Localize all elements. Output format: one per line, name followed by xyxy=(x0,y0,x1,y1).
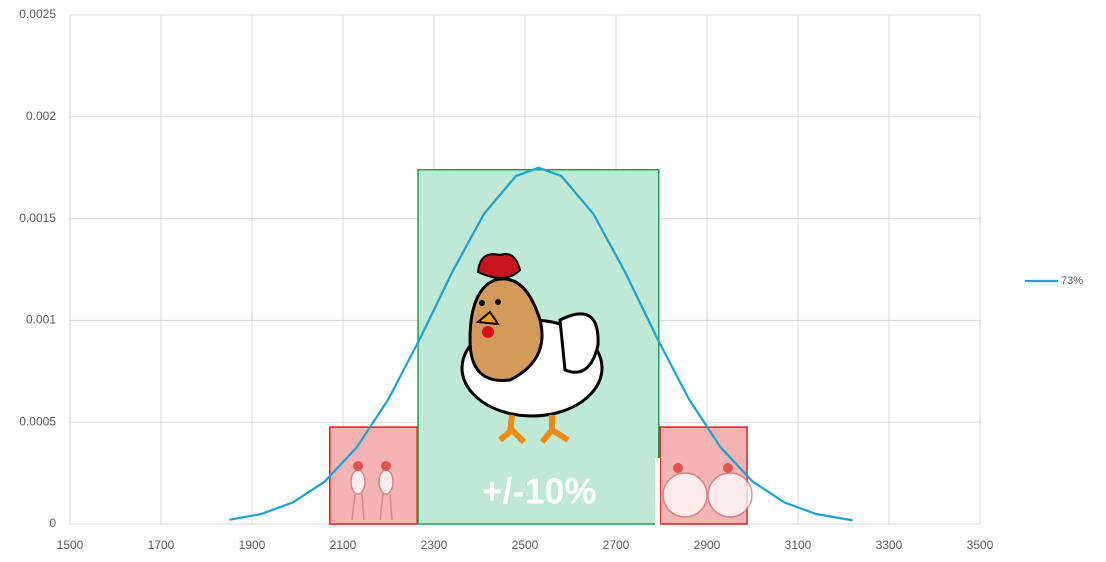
legend-label: 73% xyxy=(1061,275,1083,287)
x-tick-label: 1700 xyxy=(148,538,175,552)
y-tick-label: 0.0015 xyxy=(19,211,56,225)
x-tick-label: 2900 xyxy=(694,538,721,552)
band xyxy=(330,427,417,524)
x-tick-label: 2300 xyxy=(421,538,448,552)
y-tick-label: 0.002 xyxy=(26,109,56,123)
y-tick-label: 0.001 xyxy=(26,313,56,327)
x-tick-label: 3500 xyxy=(967,538,994,552)
chart: +/-10% 0 0.0005 0.001 0.0015 0.002 0.0025 1500… xyxy=(0,0,1106,557)
x-tick-label: 2700 xyxy=(603,538,630,552)
x-tick-label: 3100 xyxy=(785,538,812,552)
y-tick-label: 0 xyxy=(49,516,56,530)
annotation: +/-10% xyxy=(481,471,596,512)
x-tick-label: 3300 xyxy=(876,538,903,552)
x-tick-label: 2100 xyxy=(330,538,357,552)
x-tick-label: 1900 xyxy=(239,538,266,552)
y-tick-label: 0.0005 xyxy=(19,414,56,428)
y-tick-label: 0.0025 xyxy=(19,7,56,21)
divider xyxy=(655,458,660,528)
x-tick-label: 2500 xyxy=(512,538,539,552)
x-tick-label: 1500 xyxy=(57,538,84,552)
